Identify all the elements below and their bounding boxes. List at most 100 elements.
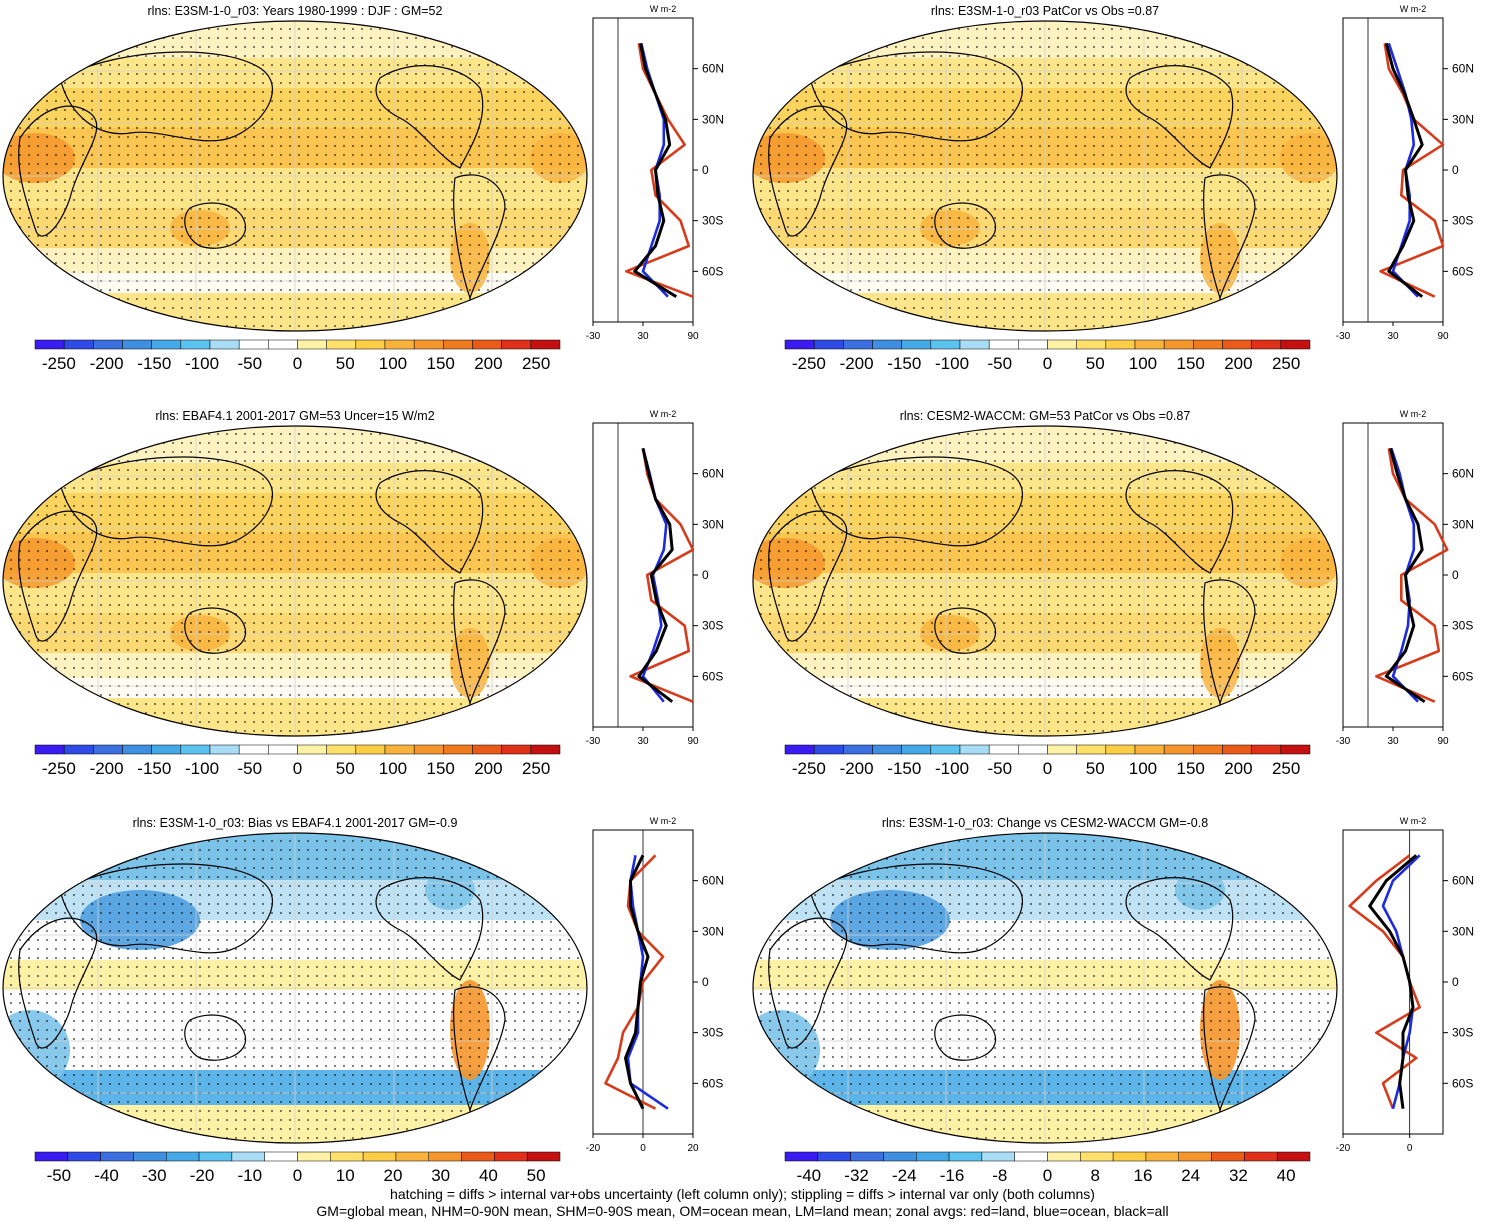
panel-5: rlns: E3SM-1-0_r03: Bias vs EBAF4.1 2001… (0, 812, 742, 1217)
zonal-mean-plot: W m-2 60N 30N 0 30S 60S -30 30 90 (1336, 4, 1474, 342)
colorbar-swatch (63, 744, 94, 755)
colorbar-swatch (1105, 339, 1136, 350)
lat-tick-label: 60N (702, 874, 724, 888)
colorbar-tick-label: -200 (840, 759, 874, 778)
colorbar-tick-label: -100 (935, 354, 969, 373)
colorbar-swatch (813, 744, 844, 755)
coastline (768, 105, 848, 237)
lat-tick-label: 30N (1452, 517, 1474, 531)
colorbar-swatch (238, 744, 269, 755)
colorbar-swatch (813, 339, 844, 350)
colorbar-swatch (817, 1151, 851, 1162)
zonal-unit-label: W m-2 (650, 816, 677, 826)
colorbar-tick-label: 100 (379, 759, 407, 778)
colorbar-swatch (948, 1151, 983, 1162)
lat-tick-label: 60N (1452, 467, 1474, 481)
lat-tick-label: 30N (1452, 112, 1474, 126)
colorbar-swatch (530, 744, 561, 755)
footer-line-2: GM=global mean, NHM=0-90N mean, SHM=0-90… (316, 1203, 1169, 1219)
colorbar-swatch (1145, 1151, 1179, 1162)
coastline (453, 579, 506, 705)
colorbar-tick-label: 0 (1043, 354, 1052, 373)
coastline (934, 1014, 997, 1061)
colorbar-swatch (1163, 744, 1194, 755)
colorbar-tick-label: 250 (522, 759, 550, 778)
colorbar-swatch (63, 339, 94, 350)
colorbar-tick-label: 0 (1043, 1166, 1052, 1185)
colorbar-swatch (180, 339, 211, 350)
zonal-x-tick-label: 30 (1387, 331, 1399, 342)
zonal-x-tick-label: 30 (1387, 736, 1399, 747)
colorbar-swatch (472, 744, 502, 755)
zonal-series-land (629, 448, 695, 703)
colorbar-swatch (326, 339, 357, 350)
colorbar-swatch (1047, 1151, 1081, 1162)
colorbar-tick-label: -150 (137, 759, 171, 778)
colorbar-swatch (1276, 1151, 1311, 1162)
lat-tick-label: 0 (702, 163, 709, 177)
colorbar-tick-label: 100 (1129, 354, 1157, 373)
colorbar-swatch (1047, 339, 1077, 350)
map-robinson (752, 425, 1338, 737)
colorbar-swatch (1193, 339, 1223, 350)
colorbar-swatch (122, 339, 152, 350)
zonal-x-tick-label: -30 (1336, 331, 1351, 342)
colorbar-swatch (1134, 744, 1165, 755)
colorbar-swatch (209, 744, 240, 755)
lat-tick-label: 30N (702, 924, 724, 938)
zonal-mean-plot: W m-2 60N 30N 0 30S 60S -20 0 20 (586, 816, 724, 1154)
colorbar-swatch (34, 339, 65, 350)
zonal-unit-label: W m-2 (650, 4, 677, 14)
zonal-series-ocean (626, 855, 669, 1110)
colorbar-tick-label: 250 (1272, 354, 1300, 373)
colorbar-swatch (151, 339, 182, 350)
colorbar-tick-label: 0 (293, 759, 302, 778)
colorbar-tick-label: -20 (190, 1166, 215, 1185)
colorbar-swatch (1193, 744, 1223, 755)
colorbar-swatch (530, 339, 561, 350)
colorbar-swatch (180, 744, 211, 755)
colorbar-tick-label: 50 (1086, 354, 1105, 373)
colorbar-swatch (1018, 744, 1048, 755)
map-outline (752, 425, 1338, 737)
lat-tick-label: 30N (702, 517, 724, 531)
colorbar-swatch (100, 1151, 134, 1162)
coastline (809, 863, 1023, 954)
zonal-mean-plot: W m-2 60N 30N 0 30S 60S -30 30 90 (1336, 409, 1474, 747)
coastline (1125, 65, 1234, 169)
lat-tick-label: 0 (1452, 163, 1459, 177)
lat-tick-label: 30N (702, 112, 724, 126)
map-outline (752, 20, 1338, 332)
colorbar-tick-label: 250 (1272, 759, 1300, 778)
map-outline (2, 20, 588, 332)
colorbar-tick-label: 0 (1043, 759, 1052, 778)
coastline (809, 51, 1023, 142)
colorbar-tick-label: -150 (887, 759, 921, 778)
colorbar-tick-label: 40 (479, 1166, 498, 1185)
colorbar-tick-label: -250 (42, 759, 76, 778)
colorbar-tick-label: -40 (94, 1166, 119, 1185)
colorbar-tick-label: 200 (1224, 759, 1252, 778)
colorbar-swatch (355, 744, 386, 755)
colorbar-tick-label: -32 (844, 1166, 869, 1185)
colorbar-swatch (988, 744, 1019, 755)
colorbar-swatch (1014, 1151, 1048, 1162)
lat-tick-label: 60S (1452, 669, 1473, 683)
colorbar-swatch (238, 339, 269, 350)
colorbar-tick-label: -100 (935, 759, 969, 778)
colorbar-tick-label: -50 (987, 354, 1012, 373)
map-outline (2, 832, 588, 1144)
coastline (375, 470, 484, 574)
colorbar-swatch (264, 1151, 298, 1162)
colorbar-tick-label: -100 (185, 759, 219, 778)
coastline (18, 105, 98, 237)
colorbar-tick-label: -30 (142, 1166, 167, 1185)
zonal-series-all (637, 447, 674, 703)
lat-tick-label: 60S (1452, 1076, 1473, 1090)
lat-tick-label: 60N (1452, 62, 1474, 76)
colorbar-swatch (494, 1151, 528, 1162)
colorbar-swatch (959, 744, 990, 755)
colorbar-swatch (1105, 744, 1136, 755)
coastline (1203, 174, 1256, 300)
colorbar-swatch (843, 744, 873, 755)
